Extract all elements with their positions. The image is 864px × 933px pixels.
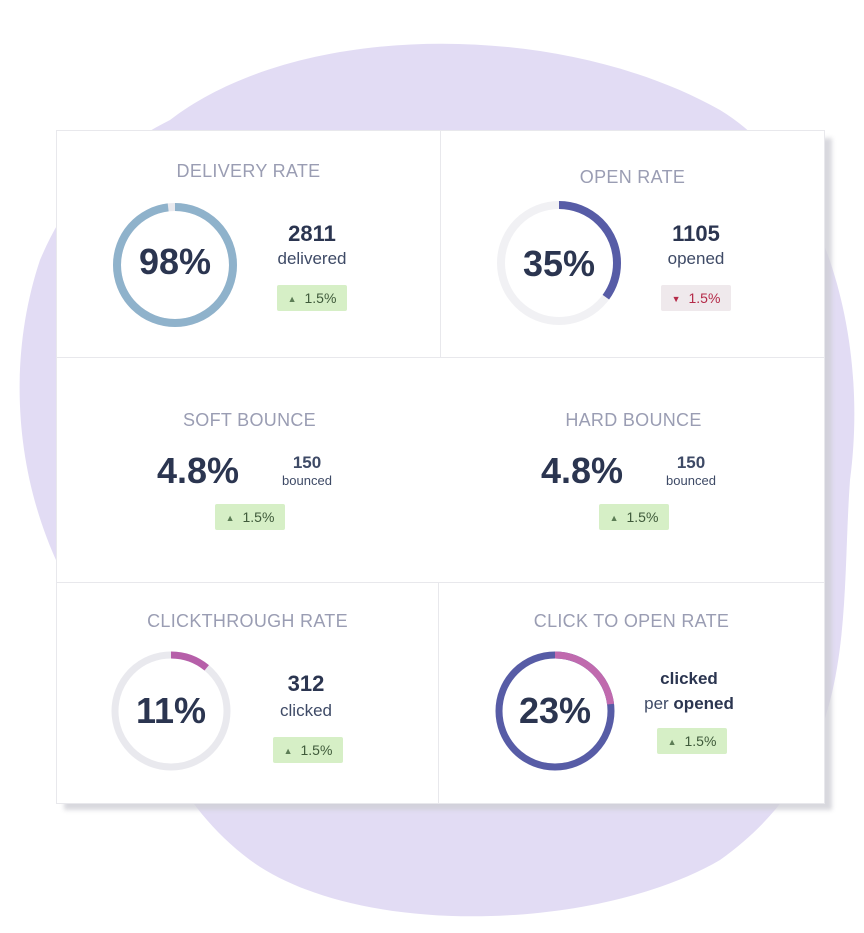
- soft-bounce-unit: bounced: [282, 473, 332, 488]
- triangle-up-icon: ▲: [283, 746, 293, 756]
- clickthrough-rate-percent: 11%: [135, 690, 207, 731]
- click-to-open-ring-progress: [495, 651, 615, 771]
- clicked-unit: clicked: [280, 701, 332, 720]
- open-change-badge: ▼ 1.5%: [661, 285, 731, 311]
- clickthrough-rate-title: CLICKTHROUGH RATE: [147, 611, 348, 631]
- hard-bounce-unit: bounced: [666, 473, 716, 488]
- soft-bounce-count: 150: [292, 453, 322, 472]
- clicked-count: 312: [287, 671, 325, 696]
- clickthrough-change-badge: ▲ 1.5%: [273, 737, 343, 763]
- soft-bounce-percent: 4.8%: [157, 450, 240, 491]
- triangle-up-icon: ▲: [609, 513, 619, 523]
- delivery-change-badge: ▲ 1.5%: [277, 285, 347, 311]
- clickthrough-rate-card: CLICKTHROUGH RATE 11% 312 clicked ▲ 1.5%: [56, 582, 439, 804]
- delivery-rate-ring: [113, 203, 237, 327]
- open-rate-card: OPEN RATE 35% 1105 opened ▼ 1.5%: [440, 130, 825, 358]
- triangle-up-icon: ▲: [667, 737, 677, 747]
- clickthrough-ring-progress: [111, 651, 231, 771]
- delivery-rate-card: DELIVERY RATE 98% 2811 delivered ▲ 1.5%: [56, 130, 441, 358]
- delivery-ring-progress: [113, 203, 237, 327]
- click-to-open-change-badge: ▲ 1.5%: [657, 728, 727, 754]
- delivered-unit: delivered: [277, 249, 347, 268]
- hard-bounce-title: HARD BOUNCE: [565, 410, 702, 430]
- click-to-open-rate-percent: 23%: [518, 690, 592, 731]
- triangle-up-icon: ▲: [287, 294, 297, 304]
- hard-bounce-percent: 4.8%: [541, 450, 624, 491]
- opened-unit: opened: [667, 249, 725, 268]
- open-rate-title: OPEN RATE: [579, 167, 686, 187]
- opened-count: 1105: [672, 221, 720, 246]
- click-to-open-rate-ring: [495, 651, 615, 771]
- open-rate-percent: 35%: [522, 243, 596, 284]
- soft-bounce-change-badge: ▲ 1.5%: [215, 504, 285, 530]
- delivered-count: 2811: [288, 221, 336, 246]
- open-ring-progress: [497, 201, 621, 325]
- open-rate-ring: [497, 201, 621, 325]
- triangle-down-icon: ▼: [671, 294, 681, 304]
- click-to-open-rate-card: CLICK TO OPEN RATE 23% clicked per opene…: [438, 582, 825, 804]
- soft-bounce-title: SOFT BOUNCE: [183, 410, 316, 430]
- delivery-rate-title: DELIVERY RATE: [176, 161, 321, 181]
- bounce-card: SOFT BOUNCE 4.8% 150 bounced ▲ 1.5% HARD …: [56, 357, 825, 583]
- clickthrough-rate-ring: [111, 651, 231, 771]
- click-to-open-rate-title: CLICK TO OPEN RATE: [533, 611, 730, 631]
- hard-bounce-change-badge: ▲ 1.5%: [599, 504, 669, 530]
- delivery-rate-percent: 98%: [138, 241, 212, 282]
- hard-bounce-count: 150: [676, 453, 706, 472]
- click-to-open-line1: clicked: [660, 669, 718, 688]
- click-to-open-line2: per opened: [644, 694, 734, 713]
- triangle-up-icon: ▲: [225, 513, 235, 523]
